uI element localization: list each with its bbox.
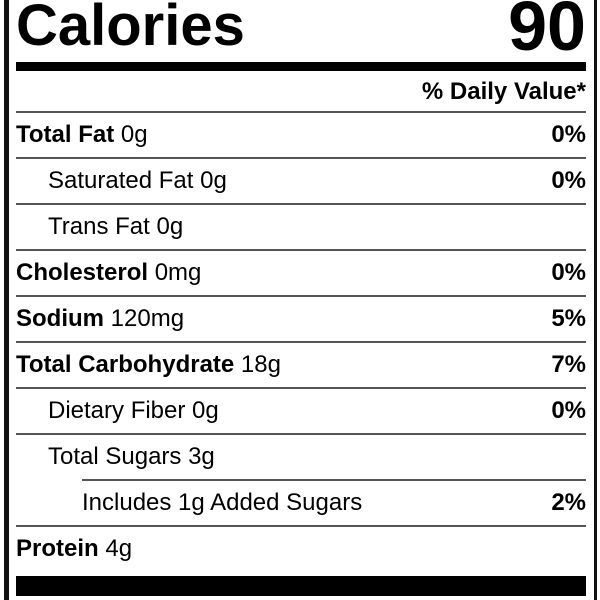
nutrient-amount: 18g [240,351,281,378]
rule [16,249,586,251]
nutrient-name: Dietary Fiber [48,397,186,424]
rule [16,157,586,159]
nutrient-name: Total Carbohydrate [16,351,235,378]
nutrient: Saturated Fat 0g [48,158,227,204]
thick-rule [16,576,586,596]
border [594,0,597,600]
nutrient-name: Total Sugars [48,443,182,470]
rule [16,525,586,527]
nutrient: Sodium 120mg [16,296,184,342]
nutrient: Dietary Fiber 0g [48,388,219,434]
nutrient-amount: 0g [120,121,148,148]
nutrient-row: Saturated Fat 0g 0% [0,158,600,204]
rule [16,341,586,343]
nutrient-row: Trans Fat 0g [0,204,600,250]
daily-value: 2% [551,489,586,516]
rule [16,111,586,113]
nutrient: Trans Fat 0g [48,204,183,250]
nutrient-name: Includes 1g Added Sugars [82,489,363,516]
nutrient: Includes 1g Added Sugars [82,480,362,526]
nutrient-row: Protein 4g [0,526,600,572]
nutrient-amount: 0g [156,213,184,240]
nutrient: Total Carbohydrate 18g [16,342,281,388]
calories-label: Calories [16,0,245,58]
nutrient-amount: 120mg [110,305,185,332]
border [4,0,9,600]
nutrient-amount: 0g [192,397,219,424]
nutrient-amount: 3g [188,443,215,470]
rule [16,295,586,297]
nutrient-name: Trans Fat [48,213,150,240]
nutrient-amount: 0g [200,167,227,194]
nutrient-name: Protein [16,535,99,562]
daily-value: 7% [551,351,586,378]
nutrient-row: Sodium 120mg 5% [0,296,600,342]
nutrient: Cholesterol 0mg [16,250,201,296]
daily-value: 0% [551,167,586,194]
rule [82,479,586,481]
daily-value: 5% [551,305,586,332]
nutrient-amount: 4g [105,535,133,562]
thick-rule [16,62,586,71]
nutrient-name: Saturated Fat [48,167,194,194]
nutrient-name: Total Fat [16,121,115,148]
nutrient-amount: 0mg [154,259,202,286]
daily-value: 0% [551,259,586,286]
daily-value: 0% [551,121,586,148]
rule [16,203,586,205]
nutrient-row: Total Fat 0g 0% [0,112,600,158]
nutrient: Total Fat 0g [16,112,148,158]
rule [16,433,586,435]
nutrient: Protein 4g [16,526,132,572]
nutrient-row: Cholesterol 0mg 0% [0,250,600,296]
nutrient: Total Sugars 3g [48,434,215,480]
nutrient-row: Total Carbohydrate 18g 7% [0,342,600,388]
nutrient-row: Total Sugars 3g [0,434,600,480]
nutrient-row: Includes 1g Added Sugars 2% [0,480,600,526]
daily-value-header: % Daily Value* [421,78,586,105]
calories-value: 90 [508,0,586,65]
nutrient-name: Sodium [16,305,104,332]
nutrient-name: Cholesterol [16,259,149,286]
daily-value: 0% [551,397,586,424]
nutrient-row: Dietary Fiber 0g 0% [0,388,600,434]
rule [16,387,586,389]
